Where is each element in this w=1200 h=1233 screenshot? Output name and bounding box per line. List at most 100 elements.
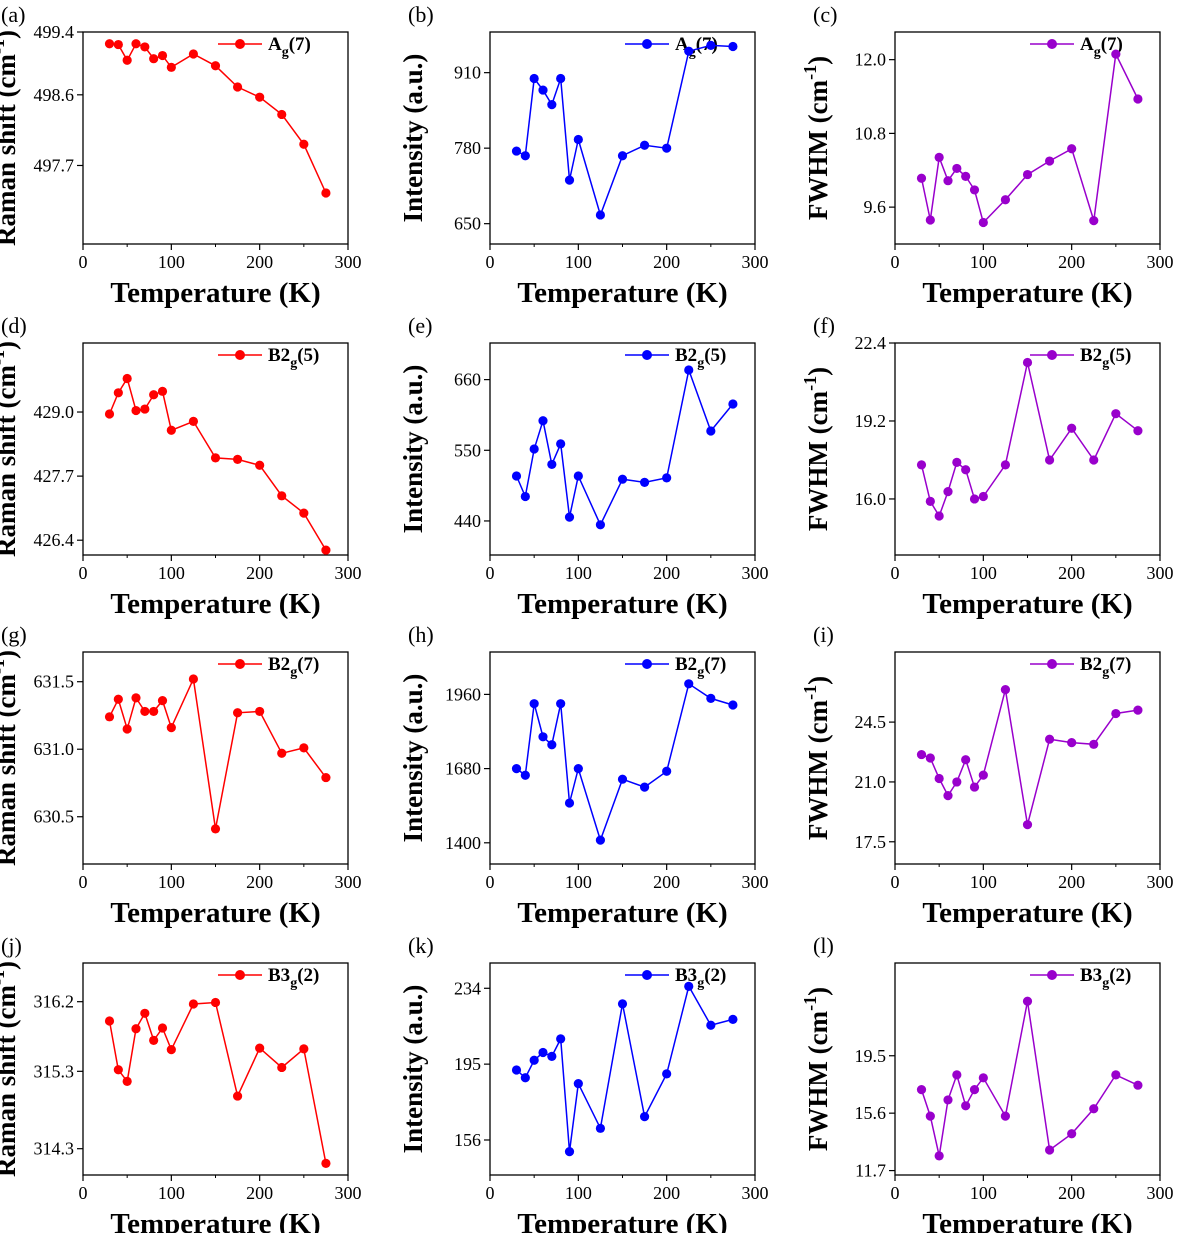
data-point — [943, 791, 953, 801]
legend-label: Ag(7) — [268, 34, 311, 60]
data-point — [131, 39, 141, 49]
legend-marker — [642, 659, 652, 669]
y-tick-label: 234 — [454, 978, 481, 998]
series-line — [921, 689, 1139, 825]
legend-marker — [235, 39, 245, 49]
data-point — [529, 444, 539, 454]
plot-frame — [894, 342, 1161, 556]
data-point — [140, 42, 150, 52]
x-tick-label: 200 — [1058, 872, 1085, 892]
x-axis-label: Temperature (K) — [517, 588, 727, 620]
x-tick-label: 100 — [970, 872, 997, 892]
y-tick-label: 660 — [454, 370, 481, 390]
y-axis-label-close: ) — [0, 341, 21, 350]
y-axis-label-text: Raman shift (cm — [0, 54, 21, 246]
y-tick-label: 316.2 — [34, 992, 75, 1012]
x-tick-label: 100 — [970, 1183, 997, 1203]
data-point — [140, 1008, 150, 1018]
y-tick-label: 550 — [454, 440, 481, 460]
plot-frame — [489, 31, 756, 245]
data-point — [639, 782, 650, 792]
legend-label-main: B3 — [1080, 965, 1102, 986]
data-point — [122, 1076, 132, 1086]
data-point — [1000, 1111, 1011, 1121]
data-point — [520, 151, 530, 161]
legend-marker — [1047, 659, 1057, 669]
y-tick-label: 631.5 — [34, 672, 75, 692]
data-point — [617, 151, 628, 161]
x-tick-label: 200 — [653, 872, 680, 892]
data-point — [617, 474, 628, 484]
panel-j: (j) 0 100 200 300 314.3 315.3 316.2 Temperature … — [0, 933, 362, 1233]
y-axis-label: FWHM (cm-1) — [800, 56, 833, 220]
data-point — [617, 774, 628, 784]
data-point — [210, 453, 221, 463]
y-axis-label-close: ) — [0, 30, 21, 39]
series-line — [108, 676, 327, 830]
x-tick-label: 100 — [565, 563, 592, 583]
y-axis-label-text: Raman shift (cm — [0, 985, 21, 1177]
data-point — [1089, 1104, 1099, 1114]
legend-label-mode: (7) — [1109, 654, 1131, 675]
legend-label-main: B2 — [1080, 654, 1102, 675]
data-point — [520, 491, 530, 502]
data-point — [1044, 1145, 1055, 1155]
y-axis-label-superscript: -1 — [800, 685, 820, 700]
y-tick-label: 498.6 — [34, 85, 75, 105]
data-point — [978, 217, 988, 228]
data-point — [1133, 94, 1143, 104]
data-point — [564, 512, 575, 522]
data-point — [529, 1055, 539, 1065]
legend-label-main: A — [1080, 34, 1094, 55]
data-point — [952, 163, 962, 174]
data-point — [122, 373, 132, 384]
data-point — [255, 706, 265, 717]
y-axis-label-text: Intensity (a.u.) — [398, 985, 428, 1154]
x-tick-label: 200 — [1058, 252, 1085, 272]
x-tick-label: 200 — [653, 1183, 680, 1203]
data-point — [547, 459, 557, 470]
legend-label-subscript: g — [697, 356, 704, 371]
legend-label: B2g(7) — [675, 654, 726, 680]
data-point — [520, 770, 530, 780]
data-point — [1000, 685, 1011, 695]
x-tick-label: 200 — [1058, 563, 1085, 583]
x-tick-label: 100 — [565, 1183, 592, 1203]
y-tick-label: 12.0 — [855, 50, 887, 70]
y-axis-label-text: FWHM (cm — [803, 1010, 833, 1151]
data-point — [556, 699, 566, 709]
plot-frame — [894, 962, 1161, 1176]
legend-label-subscript: g — [1102, 356, 1109, 371]
x-axis-label: Temperature (K) — [110, 277, 320, 309]
y-axis-label: Raman shift (cm-1) — [0, 341, 21, 557]
x-axis-label: Temperature (K) — [110, 1208, 320, 1233]
legend-label-subscript: g — [282, 45, 289, 60]
panel-b: (b) 0 100 200 300 650 780 910 Temperature (K) Int… — [398, 2, 769, 309]
data-point — [529, 73, 539, 84]
data-point — [122, 55, 132, 65]
y-tick-label: 1680 — [445, 759, 481, 779]
y-axis-label: FWHM (cm-1) — [800, 367, 833, 531]
legend-label: Ag(7) — [1080, 34, 1123, 60]
data-point — [556, 73, 566, 84]
data-point — [131, 1024, 141, 1034]
data-point — [969, 185, 980, 195]
data-point — [511, 471, 522, 481]
y-tick-label: 9.6 — [864, 197, 887, 217]
panel-label: (j) — [1, 933, 22, 958]
x-tick-label: 300 — [742, 252, 769, 272]
data-point — [104, 712, 115, 722]
data-point — [210, 997, 221, 1008]
y-tick-label: 17.5 — [855, 832, 887, 852]
legend-label-subscript: g — [1102, 976, 1109, 991]
data-point — [943, 487, 953, 497]
data-point — [925, 496, 935, 506]
data-point — [1067, 1129, 1077, 1139]
y-axis-label-close: ) — [0, 961, 21, 970]
panel-label: (f) — [813, 313, 835, 338]
x-tick-label: 300 — [742, 872, 769, 892]
legend-label: B2g(5) — [268, 345, 319, 371]
data-point — [255, 92, 265, 102]
series-line — [516, 44, 733, 218]
data-point — [538, 1047, 548, 1058]
